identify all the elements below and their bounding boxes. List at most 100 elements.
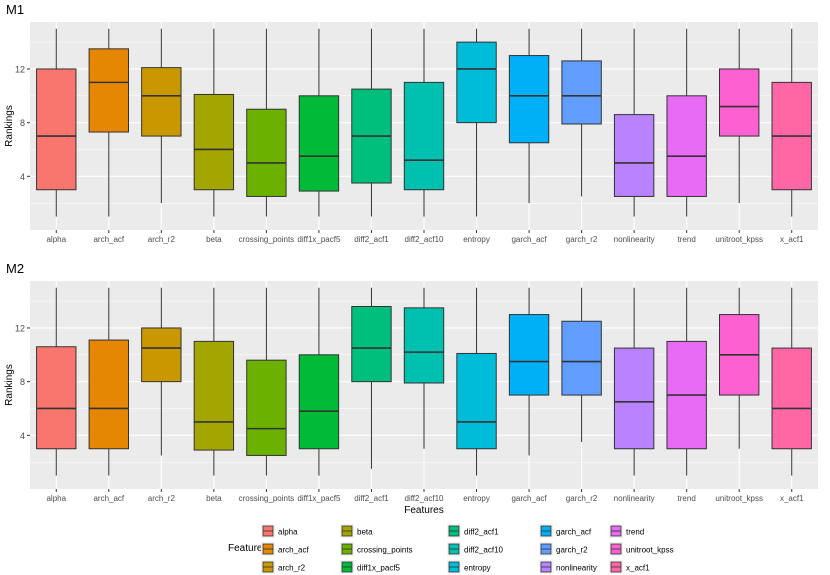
legend-item: x_acf1 (609, 560, 650, 574)
legend-label: nonlinearity (556, 564, 597, 573)
box-crossing_points (246, 28, 287, 217)
box-entropy (456, 287, 497, 476)
legend-label: arch_r2 (278, 564, 306, 573)
box-body (403, 81, 445, 191)
legend-label: beta (357, 528, 373, 537)
legend: Features alpha arch_acf arch_r2 beta crossing… (228, 524, 674, 574)
x-tick-label: nonlinearity (614, 494, 655, 503)
legend-label: arch_acf (278, 546, 309, 555)
box-body (613, 114, 655, 197)
x-tick-label: diff2_acf10 (405, 494, 445, 503)
box-trend (666, 287, 707, 476)
x-tick-label: x_acf1 (780, 494, 804, 503)
y-tick-label: 8 (20, 377, 25, 387)
panel-title: M1 (6, 2, 24, 17)
box-body (141, 327, 182, 383)
legend-item: diff1x_pacf5 (340, 560, 401, 574)
box-body (141, 67, 182, 137)
box-diff1x_pacf5 (298, 28, 340, 217)
y-tick-label: 4 (20, 172, 25, 182)
x-tick-label: arch_r2 (148, 494, 176, 503)
legend-label: unitroot_kpss (626, 546, 674, 555)
box-x_acf1 (771, 28, 812, 217)
box-body (36, 346, 77, 450)
x-tick-label: trend (678, 235, 696, 244)
box-body (246, 108, 287, 197)
legend-label: diff2_acf1 (464, 528, 499, 537)
box-body (403, 307, 445, 384)
y-tick-label: 12 (15, 323, 25, 333)
x-tick-label: diff2_acf1 (354, 235, 389, 244)
x-tick-label: arch_r2 (148, 235, 176, 244)
box-diff2_acf1 (351, 287, 392, 469)
box-garch_r2 (561, 28, 602, 197)
box-arch_r2 (141, 28, 182, 204)
box-body (298, 95, 340, 192)
box-beta (193, 28, 235, 217)
legend-item: alpha (261, 524, 298, 538)
legend-item: crossing_points (340, 542, 413, 556)
box-alpha (36, 287, 77, 476)
x-tick-label: x_acf1 (780, 235, 804, 244)
x-tick-label: trend (678, 494, 696, 503)
x-tick-label: garch_r2 (566, 494, 598, 503)
box-diff2_acf10 (403, 287, 445, 449)
box-crossing_points (246, 287, 287, 476)
panel-m2: 4 8 12 alpha arch_acf arch_r2 beta crossing_poi… (4, 261, 818, 516)
box-body (88, 339, 129, 450)
legend-item: entropy (447, 560, 491, 574)
y-tick-label: 12 (15, 64, 25, 74)
legend-item: garch_r2 (539, 542, 588, 556)
box-body (771, 347, 812, 450)
legend-label: alpha (278, 528, 298, 537)
legend-item: nonlinearity (539, 560, 597, 574)
legend-item: diff2_acf1 (447, 524, 499, 538)
box-beta (193, 287, 235, 476)
legend-label: crossing_points (357, 546, 413, 555)
box-alpha (36, 28, 77, 217)
box-body (351, 305, 392, 383)
box-nonlinearity (613, 287, 655, 476)
legend-item: arch_acf (261, 542, 309, 556)
legend-label: diff2_acf10 (464, 546, 504, 555)
box-diff2_acf1 (351, 28, 392, 217)
x-tick-label: garch_acf (511, 494, 547, 503)
x-tick-label: unitroot_kpss (715, 235, 763, 244)
box-body (561, 60, 602, 125)
legend-label: x_acf1 (626, 564, 650, 573)
box-diff1x_pacf5 (298, 287, 340, 476)
x-tick-label: alpha (46, 235, 66, 244)
box-arch_acf (88, 287, 129, 476)
box-garch_acf (508, 287, 550, 456)
box-body (666, 95, 707, 197)
y-tick-label: 8 (20, 118, 25, 128)
box-body (508, 314, 550, 396)
box-body (613, 347, 655, 450)
box-diff2_acf10 (403, 28, 445, 217)
x-tick-label: arch_acf (93, 235, 124, 244)
x-tick-label: diff1x_pacf5 (297, 494, 341, 503)
box-unitroot_kpss (719, 287, 760, 449)
legend-label: garch_r2 (556, 546, 588, 555)
x-tick-label: unitroot_kpss (715, 494, 763, 503)
x-tick-label: nonlinearity (614, 235, 655, 244)
x-tick-label: beta (206, 494, 222, 503)
box-body (88, 48, 129, 133)
box-body (719, 68, 760, 137)
box-nonlinearity (613, 28, 655, 217)
x-tick-label: garch_acf (511, 235, 547, 244)
y-axis-label: Rankings (4, 105, 15, 147)
x-tick-label: diff2_acf10 (405, 235, 445, 244)
legend-label: trend (626, 528, 644, 537)
legend-item: diff2_acf10 (447, 542, 504, 556)
legend-item: trend (609, 524, 644, 538)
panel-title: M2 (6, 261, 24, 276)
box-garch_acf (508, 28, 550, 204)
legend-label: entropy (464, 564, 491, 573)
panel-m1: 4 8 12 alpha arch_acf arch_r2 beta crossing_poi… (4, 2, 818, 244)
box-x_acf1 (771, 287, 812, 476)
box-garch_r2 (561, 287, 602, 443)
x-tick-label: crossing_points (239, 494, 295, 503)
box-trend (666, 28, 707, 217)
